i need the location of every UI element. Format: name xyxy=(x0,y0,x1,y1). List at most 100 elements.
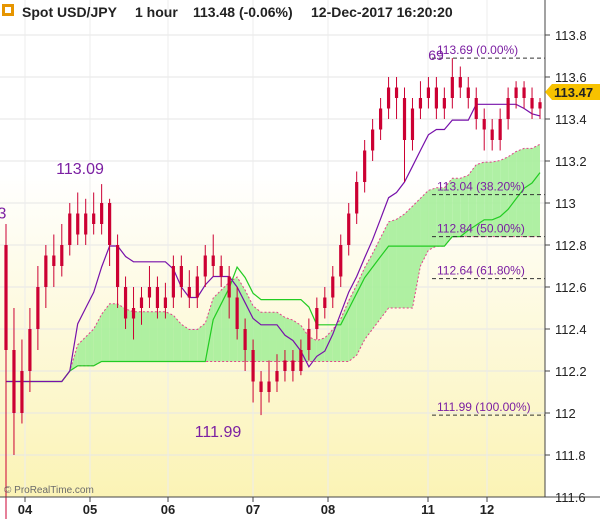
instrument-flag-inner xyxy=(5,7,11,13)
y-tick-label: 113.8 xyxy=(555,28,587,43)
x-tick-label: 08 xyxy=(321,502,335,517)
candle-body xyxy=(418,98,423,109)
candle-body xyxy=(4,245,8,350)
candle-body xyxy=(108,203,112,245)
candle-body xyxy=(44,255,48,287)
header-timeframe: 1 hour xyxy=(135,4,178,20)
candle-body xyxy=(187,287,191,298)
candle-body xyxy=(410,108,415,140)
x-tick-label: 11 xyxy=(421,502,435,517)
candle-body xyxy=(195,276,199,298)
header-instrument: Spot USD/JPY xyxy=(22,4,118,20)
x-tick-label: 04 xyxy=(18,502,33,517)
candle-body xyxy=(363,150,367,182)
candle-body xyxy=(538,102,542,109)
candle-body xyxy=(52,255,56,266)
cloud-bullish xyxy=(197,323,206,362)
cloud-bullish xyxy=(77,336,86,366)
candle-body xyxy=(20,371,24,413)
cloud-bullish xyxy=(101,303,110,362)
candle-body xyxy=(219,266,223,277)
candle-body xyxy=(378,108,383,130)
candle-body xyxy=(450,77,454,98)
y-tick-label: 112.4 xyxy=(555,322,587,337)
cloud-bullish xyxy=(452,178,461,237)
candle-body xyxy=(442,98,446,109)
cloud-bullish xyxy=(245,290,254,362)
cloud-bullish xyxy=(93,314,102,366)
candle-body xyxy=(211,255,215,266)
cloud-bullish xyxy=(165,311,174,362)
last-price-tag xyxy=(545,84,600,100)
cloud-bullish xyxy=(149,311,158,362)
candle-body xyxy=(371,129,375,151)
y-tick-label: 112 xyxy=(555,406,576,421)
y-tick-label: 113.2 xyxy=(555,154,587,169)
tenkan-line xyxy=(6,103,541,383)
last-price-label: 113.47 xyxy=(554,85,593,100)
y-tick-label: 113 xyxy=(555,196,576,211)
cloud-bullish xyxy=(476,162,485,237)
fib-level-label: 111.99 (100.00%) xyxy=(437,400,531,414)
candle-body xyxy=(299,350,303,371)
candle-body xyxy=(530,98,534,109)
candle-body xyxy=(474,98,478,119)
price-annotation: 69 xyxy=(428,47,444,63)
candle-body xyxy=(171,266,175,298)
cloud-bullish xyxy=(300,325,309,362)
cloud-bullish xyxy=(484,162,493,237)
candle-body xyxy=(466,87,470,98)
cloud-bullish xyxy=(508,151,517,237)
cloud-bullish xyxy=(460,175,469,237)
cloud-bullish xyxy=(85,329,94,366)
cloud-bullish xyxy=(404,206,413,308)
candle-body xyxy=(115,245,120,287)
candle-body xyxy=(147,287,152,298)
price-annotation: 113.09 xyxy=(56,161,104,178)
cloud-bullish xyxy=(284,317,293,362)
senkou-a-line xyxy=(6,143,541,382)
x-tick-label: 07 xyxy=(246,502,260,517)
cloud-bullish xyxy=(125,309,134,362)
candle-body xyxy=(267,381,271,392)
cloud-bullish xyxy=(189,329,198,362)
cloud-bullish xyxy=(213,290,222,362)
candle-body xyxy=(251,350,255,382)
cloud-bullish xyxy=(109,303,118,362)
candle-body xyxy=(355,182,359,214)
cloud-bullish xyxy=(388,219,397,308)
y-tick-label: 112.6 xyxy=(555,280,587,295)
candle-body xyxy=(339,245,343,277)
candle-body xyxy=(36,287,40,329)
cloud-bullish xyxy=(516,148,525,237)
y-tick-label: 112.8 xyxy=(555,238,587,253)
fib-level-label: 112.84 (50.00%) xyxy=(437,222,525,236)
candle-body xyxy=(315,308,319,329)
price-annotation: 111.99 xyxy=(195,424,242,441)
cloud-bullish xyxy=(380,221,389,319)
candle-body xyxy=(179,266,183,287)
candle-body xyxy=(490,129,494,140)
candle-body xyxy=(506,98,510,119)
cloud-bullish xyxy=(269,312,277,362)
candle-body xyxy=(84,213,88,235)
cloud-bullish xyxy=(372,237,381,329)
plot-background xyxy=(0,0,545,497)
cloud-bullish xyxy=(364,253,373,340)
price-annotation: 3 xyxy=(0,206,7,223)
candle-body xyxy=(139,297,144,308)
candle-body xyxy=(123,287,128,319)
candle-body xyxy=(426,87,431,98)
candle-body xyxy=(203,255,207,277)
candle-body xyxy=(498,119,502,140)
y-tick-label: 113.6 xyxy=(555,70,587,85)
candle-body xyxy=(76,213,80,235)
candle-body xyxy=(402,98,407,140)
candle-body xyxy=(155,287,160,308)
candle-body xyxy=(12,350,16,413)
candle-body xyxy=(386,87,391,109)
cloud-bullish xyxy=(229,277,238,362)
candle-body xyxy=(514,87,518,98)
candle-body xyxy=(291,360,295,371)
